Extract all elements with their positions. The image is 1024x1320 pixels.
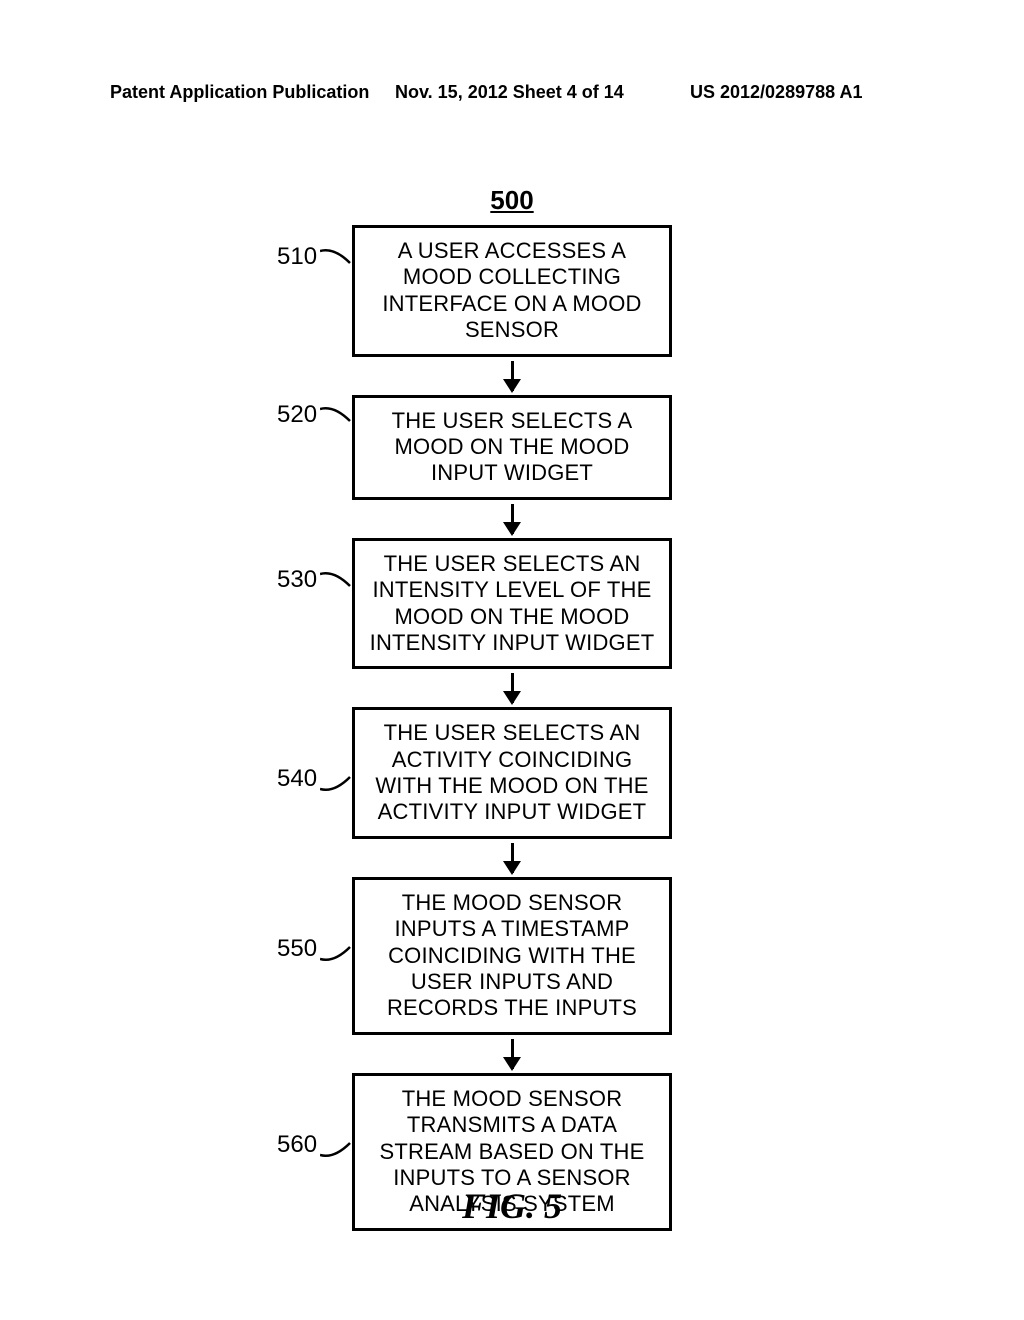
step-number: 560 xyxy=(277,1131,317,1159)
header-date-sheet: Nov. 15, 2012 Sheet 4 of 14 xyxy=(395,82,624,103)
header-pub-number: US 2012/0289788 A1 xyxy=(690,82,862,103)
flow-step: 530 THE USER SELECTS AN INTENSITY LEVEL … xyxy=(352,538,672,670)
header-pub-type: Patent Application Publication xyxy=(110,82,369,103)
flowchart-title: 500 xyxy=(0,185,1024,216)
arrow-down-icon xyxy=(511,504,514,534)
flow-step: 550 THE MOOD SENSOR INPUTS A TIMESTAMP C… xyxy=(352,877,672,1035)
page: Patent Application Publication Nov. 15, … xyxy=(0,0,1024,1320)
step-box: THE USER SELECTS AN ACTIVITY COINCIDING … xyxy=(352,707,672,839)
connector-curve xyxy=(320,405,354,429)
arrow-down-icon xyxy=(511,843,514,873)
step-number: 550 xyxy=(277,935,317,963)
step-number: 510 xyxy=(277,243,317,271)
arrow-down-icon xyxy=(511,673,514,703)
step-number: 540 xyxy=(277,765,317,793)
connector-curve xyxy=(320,1137,354,1161)
step-box: THE USER SELECTS AN INTENSITY LEVEL OF T… xyxy=(352,538,672,670)
flow-step: 540 THE USER SELECTS AN ACTIVITY COINCID… xyxy=(352,707,672,839)
flowchart: 510 A USER ACCESSES A MOOD COLLECTING IN… xyxy=(352,225,672,1231)
flow-step: 520 THE USER SELECTS A MOOD ON THE MOOD … xyxy=(352,395,672,500)
arrow-down-icon xyxy=(511,1039,514,1069)
connector-curve xyxy=(320,941,354,965)
arrow-down-icon xyxy=(511,361,514,391)
step-number: 520 xyxy=(277,401,317,429)
flow-step: 510 A USER ACCESSES A MOOD COLLECTING IN… xyxy=(352,225,672,357)
connector-curve xyxy=(320,570,354,594)
step-number: 530 xyxy=(277,566,317,594)
connector-curve xyxy=(320,247,354,271)
figure-caption: FIG. 5 xyxy=(0,1185,1024,1227)
step-box: THE MOOD SENSOR INPUTS A TIMESTAMP COINC… xyxy=(352,877,672,1035)
step-box: A USER ACCESSES A MOOD COLLECTING INTERF… xyxy=(352,225,672,357)
step-box: THE USER SELECTS A MOOD ON THE MOOD INPU… xyxy=(352,395,672,500)
connector-curve xyxy=(320,771,354,795)
